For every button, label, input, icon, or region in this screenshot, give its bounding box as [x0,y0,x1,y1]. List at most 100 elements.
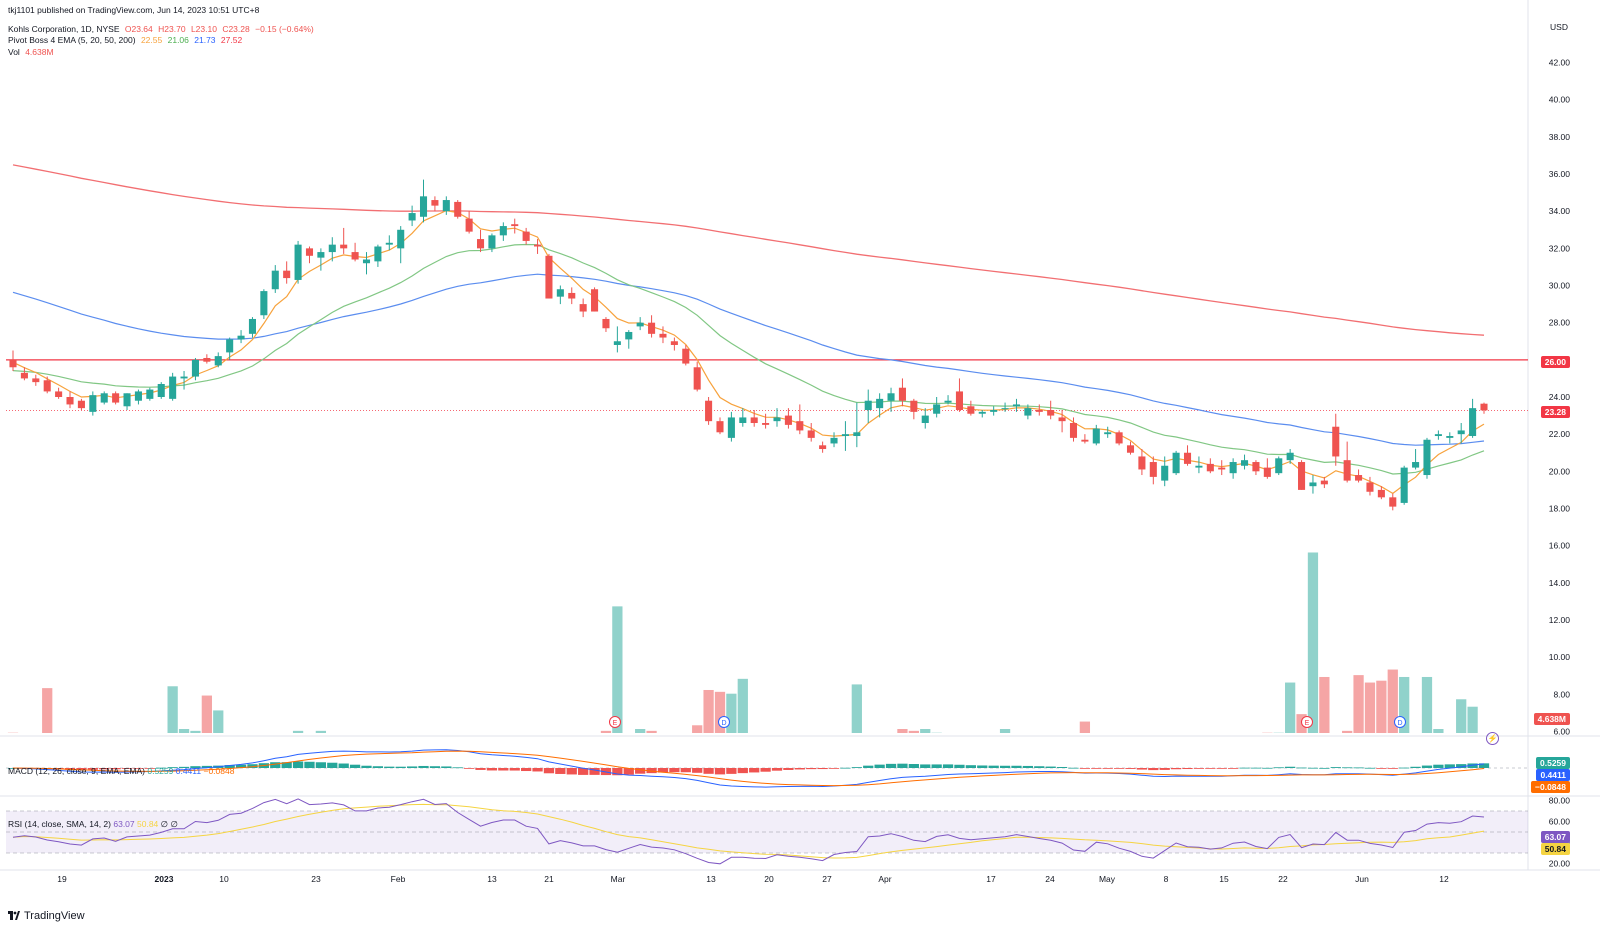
ema-legend[interactable]: Pivot Boss 4 EMA (5, 20, 50, 200) 22.55 … [8,35,245,45]
candle-body[interactable] [910,400,918,412]
candle-body[interactable] [9,359,17,368]
event-marker[interactable] [1394,716,1406,728]
candle-body[interactable] [260,291,268,316]
candle-body[interactable] [967,406,975,414]
candle-body[interactable] [1423,439,1431,476]
currency-label[interactable]: USD [1550,22,1568,32]
candle-body[interactable] [1469,408,1477,437]
candle-body[interactable] [1024,408,1032,416]
candle-body[interactable] [362,259,371,264]
candle-body[interactable] [1206,463,1214,472]
candle-body[interactable] [625,331,633,340]
rsi-title[interactable]: RSI (14, close, SMA, 14, 2) [8,819,111,829]
candle-body[interactable] [1366,482,1374,492]
event-marker[interactable] [718,716,730,728]
candle-body[interactable] [1412,462,1420,468]
candle-body[interactable] [933,404,941,414]
candle-body[interactable] [1457,430,1465,435]
candle-body[interactable] [89,395,97,412]
candle-body[interactable] [1434,434,1442,437]
candle-body[interactable] [807,430,815,438]
candle-body[interactable] [830,437,838,444]
candle-body[interactable] [1092,428,1100,444]
candle-body[interactable] [66,397,74,405]
candle-body[interactable] [442,200,450,212]
candle-body[interactable] [682,348,690,364]
candle-body[interactable] [670,341,678,345]
candle-body[interactable] [1298,462,1306,490]
event-marker[interactable] [609,716,621,728]
candle-body[interactable] [853,432,861,437]
candle-body[interactable] [955,391,963,411]
candle-body[interactable] [727,417,735,438]
candle-body[interactable] [1480,403,1488,411]
candle-body[interactable] [1047,410,1055,416]
candle-body[interactable] [990,410,998,412]
candle-body[interactable] [864,400,872,411]
ema-title[interactable]: Pivot Boss 4 EMA (5, 20, 50, 200) [8,35,136,45]
candle-body[interactable] [351,252,359,260]
candle-body[interactable] [465,218,473,232]
candle-body[interactable] [876,398,884,409]
candle-body[interactable] [1069,423,1078,438]
candle-body[interactable] [693,367,701,390]
candle-body[interactable] [613,341,621,345]
volume-legend[interactable]: Vol 4.638M [8,47,57,57]
candle-body[interactable] [545,255,553,299]
candle-body[interactable] [157,383,165,397]
macd-legend[interactable]: MACD (12, 26, close, 9, EMA, EMA) 0.5259… [8,766,234,776]
candle-body[interactable] [1195,465,1203,468]
candle-body[interactable] [100,393,108,403]
split-event-icon[interactable]: ⚡ [1486,732,1499,745]
candle-body[interactable] [134,391,142,401]
candle-body[interactable] [77,400,85,409]
candle-body[interactable] [796,421,804,431]
candle-body[interactable] [488,235,496,249]
candle-body[interactable] [1343,460,1351,481]
candle-body[interactable] [1012,404,1021,407]
candle-body[interactable] [1115,432,1123,444]
candle-body[interactable] [20,372,28,379]
candle-body[interactable] [32,378,40,383]
candle-body[interactable] [648,322,656,334]
candle-body[interactable] [1355,475,1363,481]
candle-body[interactable] [887,393,895,401]
candle-body[interactable] [1320,480,1328,485]
candle-body[interactable] [340,244,348,249]
candle-body[interactable] [762,423,770,425]
candle-body[interactable] [556,289,564,297]
candle-body[interactable] [146,389,154,399]
macd-title[interactable]: MACD (12, 26, close, 9, EMA, EMA) [8,766,145,776]
candle-body[interactable] [1058,417,1066,422]
candle-body[interactable] [716,421,724,433]
candle-body[interactable] [944,400,952,403]
candle-body[interactable] [705,400,713,422]
candle-body[interactable] [522,231,530,241]
candle-body[interactable] [248,318,257,334]
candle-body[interactable] [408,213,416,221]
candle-body[interactable] [750,417,758,424]
symbol-title[interactable]: Kohls Corporation, 1D, NYSE [8,24,120,34]
candle-body[interactable] [1035,410,1043,412]
event-marker[interactable] [1301,716,1313,728]
candle-body[interactable] [659,333,667,338]
candle-body[interactable] [1218,467,1226,470]
candle-body[interactable] [1172,452,1180,474]
candle-body[interactable] [1081,439,1089,442]
candle-body[interactable] [112,393,120,403]
candle-body[interactable] [123,393,131,407]
candle-body[interactable] [1389,497,1397,507]
candle-body[interactable] [1263,467,1271,477]
candle-body[interactable] [203,357,211,362]
candle-body[interactable] [1286,452,1294,461]
candle-body[interactable] [591,289,599,312]
candle-body[interactable] [602,318,610,329]
candle-body[interactable] [294,244,302,280]
candle-body[interactable] [499,226,507,236]
candle-body[interactable] [1126,445,1135,453]
candle-body[interactable] [305,248,314,256]
candle-body[interactable] [374,246,382,262]
candle-body[interactable] [1161,465,1169,481]
candle-body[interactable] [1252,462,1260,472]
